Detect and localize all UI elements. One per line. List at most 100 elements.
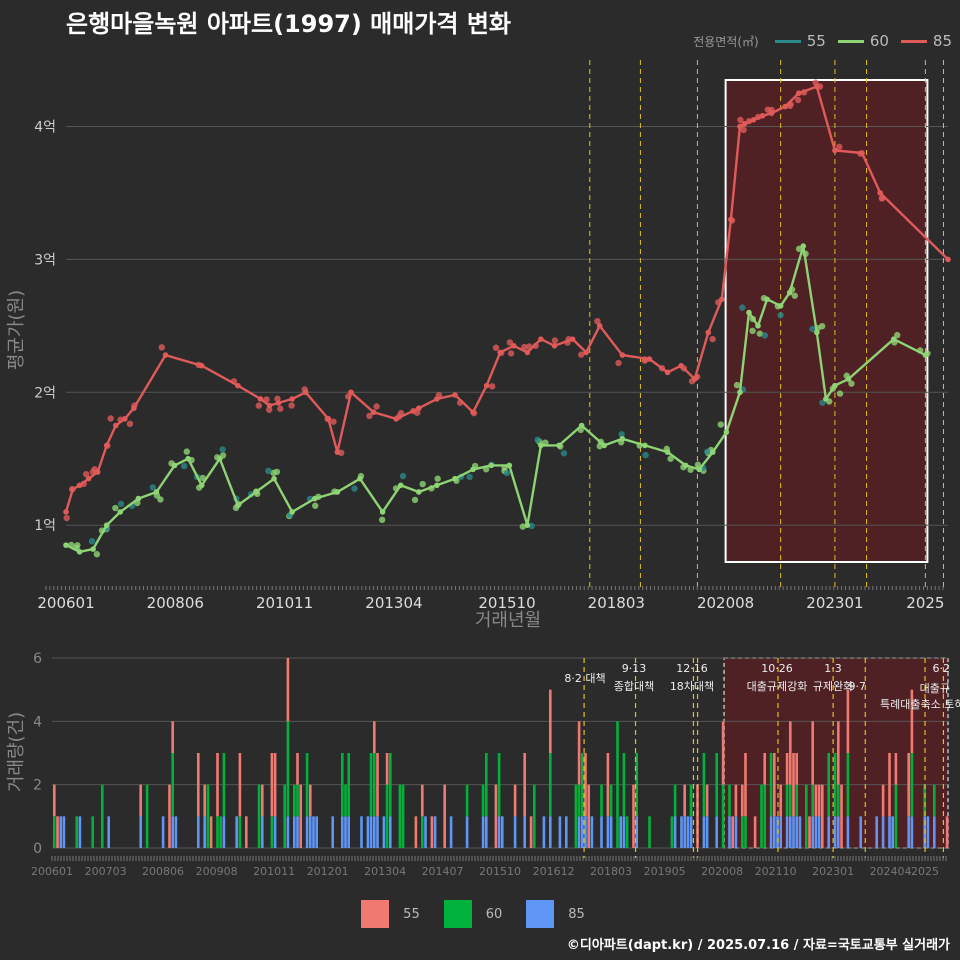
volume-bar-85 bbox=[465, 816, 469, 848]
volume-bar-55 bbox=[817, 784, 821, 817]
price-point-55 bbox=[117, 500, 125, 508]
volume-bar-85 bbox=[888, 816, 891, 848]
volume-bar-60 bbox=[219, 816, 222, 848]
volume-bar-85 bbox=[837, 816, 840, 848]
price-point-60 bbox=[717, 421, 724, 428]
volume-bar-85 bbox=[910, 816, 914, 848]
series-marker-60 bbox=[153, 489, 160, 495]
volume-bar-55 bbox=[837, 721, 840, 785]
legend-line-85 bbox=[900, 39, 927, 43]
volume-bar-60 bbox=[795, 784, 798, 817]
volume-bar-55 bbox=[443, 784, 446, 848]
volume-bar-85 bbox=[171, 816, 174, 848]
series-marker-60 bbox=[416, 489, 422, 495]
series-marker-60 bbox=[90, 546, 96, 552]
x-tick-label: 200601 bbox=[37, 594, 94, 612]
series-marker-85 bbox=[348, 389, 354, 396]
footer-credit: ©디아파트(dapt.kr) / 2025.07.16 / 자료=국토교통부 실… bbox=[566, 938, 950, 953]
volume-bar-85 bbox=[481, 816, 485, 848]
volume-bar-60 bbox=[497, 753, 501, 817]
series-marker-85 bbox=[524, 349, 531, 356]
series-marker-85 bbox=[94, 469, 101, 475]
series-marker-60 bbox=[538, 442, 544, 449]
volume-x-tick-label: 201201 bbox=[307, 865, 349, 878]
series-marker-85 bbox=[741, 120, 748, 127]
annotation-date: 9·7 bbox=[849, 680, 867, 693]
annotation-label: 대출규제강화 bbox=[747, 680, 808, 693]
volume-bar-60 bbox=[894, 784, 898, 848]
annotation-label: 대출규 bbox=[920, 682, 950, 695]
volume-bar-55 bbox=[840, 784, 843, 848]
series-marker-85 bbox=[497, 349, 504, 356]
price-point-55 bbox=[809, 325, 816, 333]
price-point-85 bbox=[507, 350, 515, 357]
volume-bar-85 bbox=[261, 816, 264, 848]
price-point-85 bbox=[506, 339, 514, 346]
volume-bar-85 bbox=[389, 816, 392, 848]
price-point-85 bbox=[836, 143, 843, 151]
volume-x-tick-label: 201803 bbox=[590, 865, 632, 878]
series-marker-60 bbox=[103, 522, 110, 528]
volume-bar-85 bbox=[309, 816, 312, 848]
volume-bar-55 bbox=[795, 753, 798, 785]
series-marker-85 bbox=[583, 349, 589, 356]
price-point-55 bbox=[88, 538, 96, 545]
volume-bar-85 bbox=[523, 816, 526, 848]
volume-bar-85 bbox=[590, 816, 594, 848]
legend-label-60: 60 bbox=[485, 906, 503, 922]
series-marker-60 bbox=[642, 442, 648, 449]
volume-bar-85 bbox=[107, 816, 110, 848]
volume-bar-60 bbox=[385, 784, 389, 848]
volume-bar-85 bbox=[785, 816, 789, 848]
volume-bar-85 bbox=[881, 816, 885, 848]
volume-bar-55 bbox=[734, 784, 738, 817]
annotation-label: 규제완화 bbox=[813, 680, 853, 693]
volume-bar-55 bbox=[792, 753, 795, 817]
annotation-date: 8·2 대책 bbox=[564, 672, 605, 685]
price-point-85 bbox=[521, 343, 528, 351]
volume-bar-85 bbox=[222, 816, 226, 848]
series-marker-85 bbox=[945, 256, 951, 263]
series-marker-85 bbox=[510, 342, 517, 349]
series-marker-60 bbox=[311, 495, 318, 502]
volume-bar-55 bbox=[821, 784, 824, 848]
volume-bar-55 bbox=[584, 753, 587, 817]
annotation-date: 9·13 bbox=[622, 662, 647, 675]
price-point-85 bbox=[794, 96, 802, 104]
series-marker-60 bbox=[470, 466, 476, 473]
volume-bar-85 bbox=[513, 816, 517, 848]
series-marker-60 bbox=[556, 442, 562, 449]
volume-bar-85 bbox=[62, 816, 66, 848]
volume-bar-55 bbox=[731, 816, 734, 848]
legend-label-55: 55 bbox=[403, 906, 420, 922]
volume-bar-85 bbox=[817, 816, 821, 848]
legend-label-85: 85 bbox=[568, 906, 585, 922]
volume-bar-60 bbox=[622, 753, 626, 817]
volume-bar-85 bbox=[789, 816, 792, 848]
price-point-60 bbox=[519, 523, 527, 530]
price-point-55 bbox=[761, 332, 768, 339]
series-marker-60 bbox=[76, 548, 83, 555]
volume-bar-55 bbox=[785, 753, 789, 785]
volume-bar-85 bbox=[369, 816, 373, 848]
series-marker-85 bbox=[814, 83, 820, 90]
volume-bar-60 bbox=[421, 816, 424, 848]
volume-bar-85 bbox=[933, 816, 936, 848]
x-tick-label: 200806 bbox=[147, 594, 204, 612]
volume-bar-60 bbox=[702, 753, 706, 817]
series-marker-60 bbox=[664, 449, 671, 455]
volume-x-tick-label: 2025 bbox=[911, 865, 939, 878]
volume-bar-85 bbox=[373, 816, 376, 848]
price-point-55 bbox=[180, 462, 188, 470]
series-marker-85 bbox=[750, 117, 757, 123]
series-marker-60 bbox=[814, 329, 820, 336]
volume-bar-85 bbox=[341, 816, 344, 848]
volume-bar-60 bbox=[465, 784, 469, 817]
volume-bar-55 bbox=[203, 784, 206, 817]
series-marker-85 bbox=[257, 396, 264, 402]
volume-bar-85 bbox=[581, 816, 584, 848]
volume-bar-60 bbox=[549, 753, 552, 817]
volume-bar-60 bbox=[91, 816, 94, 848]
volume-bar-60 bbox=[222, 753, 226, 817]
x-tick-label: 201510 bbox=[478, 594, 535, 612]
